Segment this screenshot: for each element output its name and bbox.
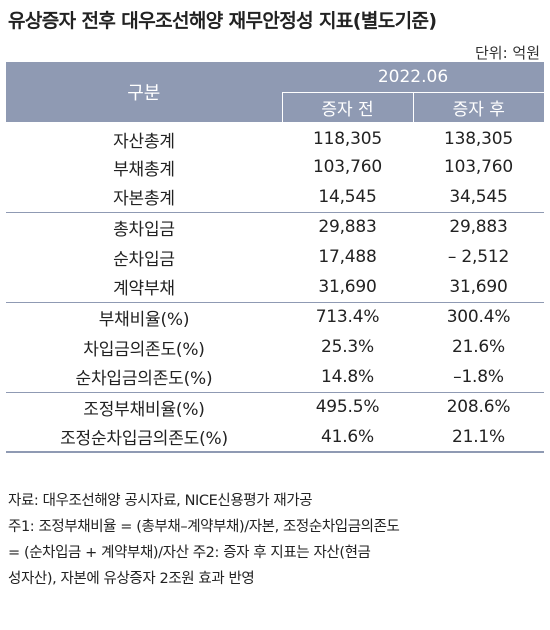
note-line: 성자산), 자본에 유상증자 2조원 효과 반영: [8, 571, 255, 587]
col-after-header: 증자 후: [412, 91, 544, 122]
value-before: 118,305: [313, 129, 382, 149]
row-label: 부채비율(%): [6, 301, 282, 332]
value-after: 34,545: [449, 186, 508, 207]
row-label: 순차입금: [113, 249, 175, 270]
row-label: 부채총계: [113, 159, 175, 180]
table-row: 부채비율(%) 713.4% 300.4%: [6, 301, 544, 332]
row-label: 총차입금: [6, 211, 282, 242]
value-before: 103,760: [313, 157, 382, 177]
note-line: 주1: 조정부채비율 = (총부채–계약부채)/자본, 조정순차입금의존도: [8, 519, 400, 535]
value-before: 41.6%: [282, 422, 413, 453]
table-row: 조정부채비율(%) 495.5% 208.6%: [6, 391, 544, 422]
table-row: 총차입금 29,883 29,883: [6, 211, 544, 242]
table-row: 자본총계 14,545 34,545: [6, 182, 544, 212]
value-after: 208.6%: [413, 391, 544, 422]
value-before: 713.4%: [282, 301, 413, 332]
value-after: 29,883: [413, 211, 544, 242]
value-before: 495.5%: [282, 391, 413, 422]
value-before: 31,690: [318, 276, 377, 297]
table-row: 부채총계 103,760 103,760: [6, 152, 544, 182]
value-before: 29,883: [282, 211, 413, 242]
table-row: 순차입금의존도(%) 14.8% –1.8%: [6, 362, 544, 392]
row-label: 조정부채비율(%): [6, 391, 282, 422]
value-before: 14,545: [318, 186, 377, 207]
value-before: 25.3%: [320, 337, 374, 357]
unit-label: 단위: 억원: [474, 44, 540, 62]
value-after: – 2,512: [447, 247, 510, 267]
value-after: 31,690: [449, 276, 508, 297]
table-row: 계약부채 31,690 31,690: [6, 272, 544, 302]
value-before: 17,488: [318, 247, 377, 267]
value-before: 14.8%: [320, 366, 374, 387]
note-line: = (순차입금 + 계약부채)/자산 주2: 증자 후 지표는 자산(현금: [8, 545, 371, 561]
row-label: 자본총계: [113, 189, 175, 210]
table-row: 조정순차입금의존도(%) 41.6% 21.1%: [6, 422, 544, 453]
table-row: 자산총계 118,305 138,305: [6, 122, 544, 152]
source-line: 자료: 대우조선해양 공시자료, NICE신용평가 재가공: [8, 493, 313, 509]
row-label: 계약부채: [113, 279, 175, 300]
row-label: 차입금의존도(%): [83, 339, 205, 360]
row-label: 조정순차입금의존도(%): [6, 422, 282, 453]
row-header: 구분: [6, 62, 282, 122]
row-label: 자산총계: [113, 131, 175, 152]
value-after: 300.4%: [413, 301, 544, 332]
value-after: 21.1%: [413, 422, 544, 453]
value-after: 138,305: [444, 129, 513, 149]
col-before-header: 증자 전: [281, 91, 413, 122]
value-after: 21.6%: [451, 337, 505, 357]
source-notes: 자료: 대우조선해양 공시자료, NICE신용평가 재가공 주1: 조정부채비율…: [8, 488, 544, 592]
page-title: 유상증자 전후 대우조선해양 재무안정성 지표(별도기준): [8, 10, 437, 32]
value-after: 103,760: [444, 157, 513, 177]
value-after: –1.8%: [453, 366, 504, 387]
table-row: 차입금의존도(%) 25.3% 21.6%: [6, 332, 544, 362]
row-label: 순차입금의존도(%): [75, 369, 213, 390]
table-row: 순차입금 17,488 – 2,512: [6, 242, 544, 272]
period-header: 2022.06: [282, 62, 544, 92]
financial-stability-table: 구분 2022.06 증자 전 증자 후 자산총계 118,305 138,30…: [6, 62, 544, 453]
